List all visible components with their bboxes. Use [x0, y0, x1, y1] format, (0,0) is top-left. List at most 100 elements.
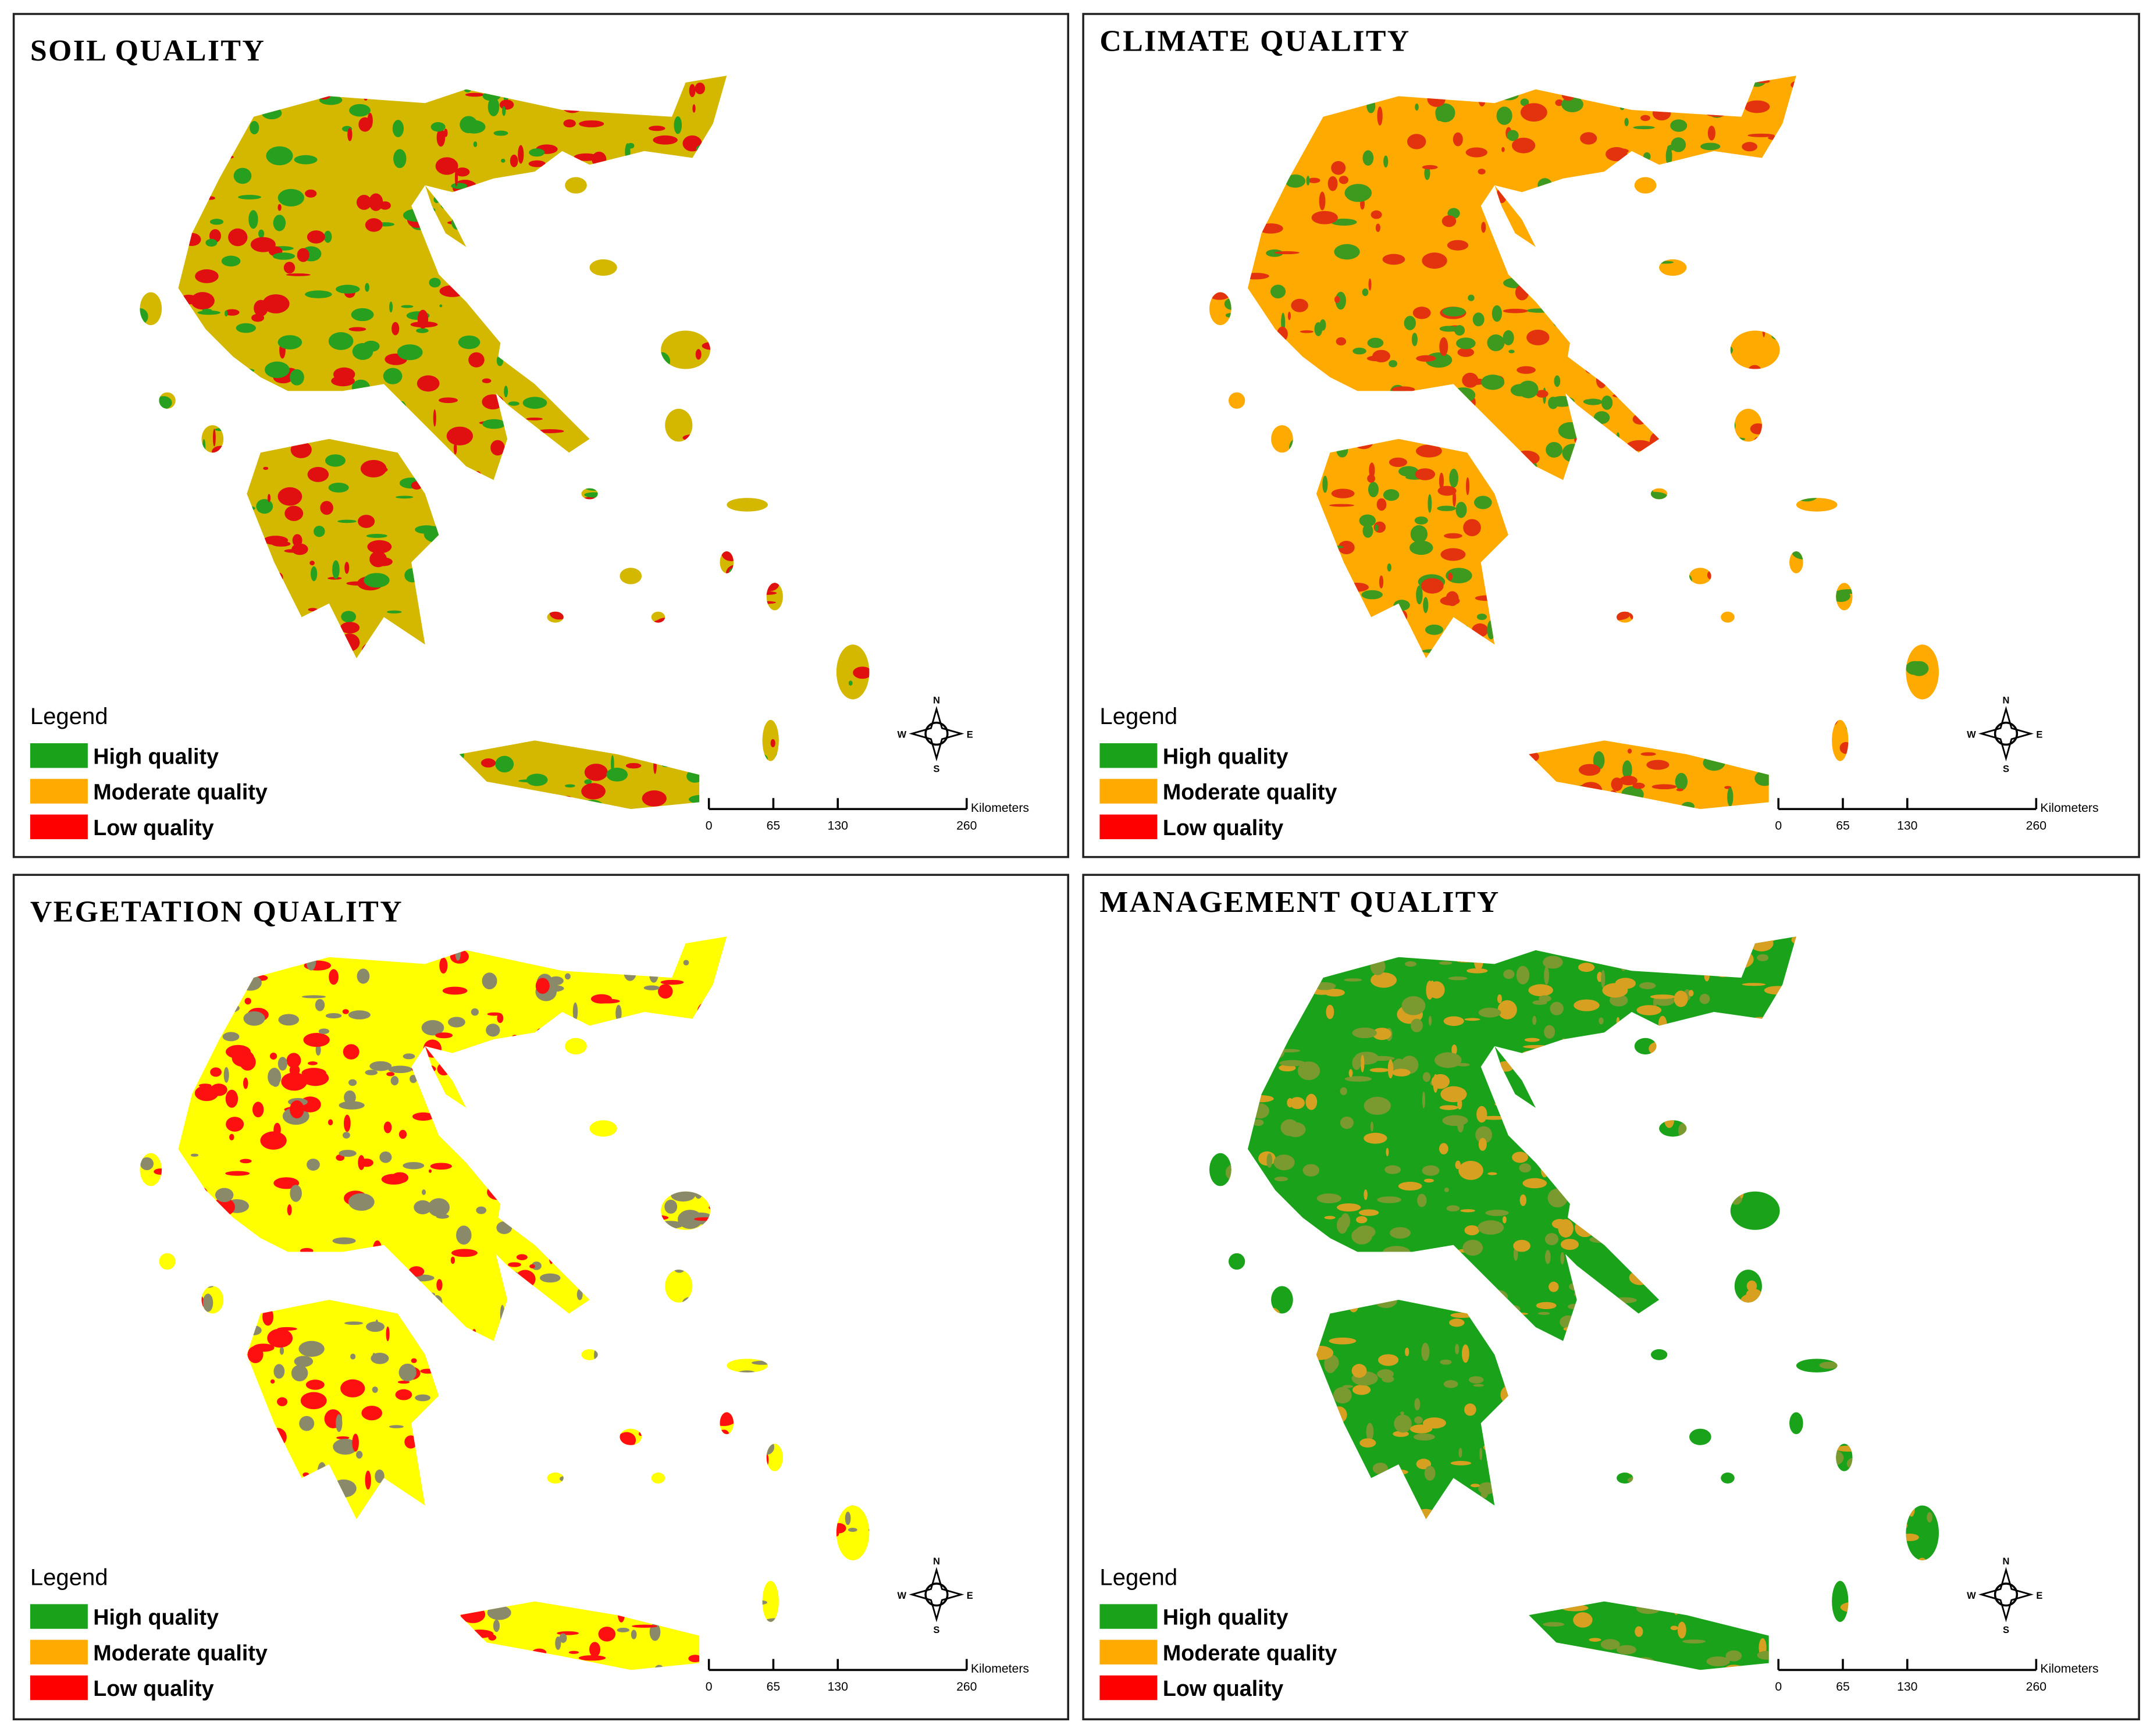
map-patch: [266, 146, 293, 166]
map-patch: [848, 1527, 857, 1532]
map-patch: [1280, 1119, 1299, 1136]
map-patch: [343, 1044, 359, 1060]
map-patch: [1331, 489, 1355, 498]
map-patch: [1340, 1087, 1347, 1096]
map-patch: [375, 1469, 385, 1483]
map-patch: [1476, 1106, 1487, 1123]
map-patch: [1446, 591, 1459, 607]
map-patch: [458, 335, 480, 350]
map-patch: [374, 557, 393, 566]
map-patch: [1428, 1015, 1432, 1026]
map-patch: [347, 127, 353, 141]
map-patch: [252, 1102, 264, 1118]
map-patch: [392, 120, 404, 137]
map-patch: [1502, 1216, 1507, 1224]
map-patch: [1362, 523, 1373, 538]
map-patch: [1337, 1203, 1361, 1212]
map-patch: [674, 116, 682, 134]
map-patch: [301, 1070, 329, 1086]
map-patch: [1742, 983, 1766, 986]
map-patch: [1670, 1626, 1678, 1630]
map-patch: [454, 168, 458, 187]
map-patch: [428, 1198, 450, 1217]
map-patch: [372, 1386, 378, 1393]
map-patch: [493, 130, 508, 136]
map-patch: [1670, 119, 1688, 132]
map-patch: [1375, 524, 1379, 532]
map-patch: [1416, 355, 1436, 362]
map-patch: [1496, 106, 1512, 125]
map-patch: [1302, 1164, 1319, 1177]
map-patch: [526, 773, 548, 786]
map-patch: [215, 1188, 234, 1203]
map-patch: [210, 1083, 227, 1096]
map-patch: [328, 332, 354, 350]
map-patch: [1446, 1205, 1460, 1212]
map-patch: [263, 536, 289, 545]
map-patch: [1465, 477, 1470, 496]
map-patch: [348, 1079, 357, 1086]
map-patch: [343, 1132, 350, 1139]
map-patch: [1447, 240, 1469, 251]
map-patch: [535, 978, 550, 994]
map-patch: [1398, 1182, 1422, 1191]
legend-label: Moderate quality: [93, 780, 268, 804]
map-patch: [1369, 1068, 1389, 1072]
map-patch: [692, 104, 696, 113]
map-patch: [1389, 457, 1408, 468]
map-patch: [499, 99, 514, 110]
map-patch: [510, 154, 518, 167]
map-patch: [281, 1072, 308, 1091]
map-patch: [360, 459, 387, 477]
map-patch: [307, 1061, 318, 1065]
map-patch: [1524, 1038, 1540, 1042]
map-patch: [263, 466, 269, 470]
map-patch: [1413, 1433, 1435, 1441]
map-patch: [1297, 1061, 1320, 1081]
map-patch: [1578, 963, 1595, 972]
map-patch: [1439, 337, 1448, 357]
map-patch: [598, 1627, 616, 1642]
map-patch: [357, 968, 370, 984]
map-patch: [300, 1392, 327, 1410]
map-patch: [1677, 1621, 1686, 1639]
map-patch: [1599, 1017, 1604, 1025]
map-patch: [1376, 498, 1387, 511]
map-patch: [190, 292, 215, 310]
map-patch: [190, 1153, 199, 1157]
map-patch: [1319, 191, 1326, 211]
map-patch: [508, 1262, 521, 1267]
map-patch: [1458, 1161, 1483, 1180]
map-patch: [1440, 548, 1466, 561]
map-patch: [1351, 1228, 1372, 1245]
map-patch: [563, 119, 576, 128]
map-patch: [222, 1032, 240, 1042]
map-patch: [332, 560, 340, 579]
map-patch: [1423, 597, 1429, 614]
map-patch: [343, 1114, 351, 1132]
map-patch: [229, 1133, 234, 1140]
map-patch: [1522, 1178, 1547, 1189]
map-patch: [333, 1438, 358, 1455]
map-patch: [273, 215, 286, 231]
scale-label: 65: [767, 1680, 781, 1694]
map-patch: [1478, 1482, 1496, 1495]
map-patch: [1434, 1052, 1462, 1068]
compass-ring: [1994, 721, 2019, 746]
map-patch: [391, 322, 400, 336]
legend-swatch: [1099, 743, 1158, 768]
map-patch: [1387, 1059, 1394, 1079]
map-patch: [1651, 784, 1677, 790]
map-patch: [348, 1010, 371, 1020]
scale-unit: Kilometers: [2040, 1662, 2098, 1676]
map-patch: [1437, 505, 1456, 511]
map-patch: [1360, 1054, 1365, 1072]
map-patch: [1480, 1115, 1507, 1120]
map-patch: [1520, 98, 1529, 106]
map-patch: [265, 361, 290, 379]
map-patch: [1550, 1001, 1564, 1015]
map-patch: [1331, 161, 1346, 175]
map-patch: [140, 1157, 154, 1171]
map-patch: [254, 300, 268, 317]
map-patch: [1279, 1060, 1306, 1067]
